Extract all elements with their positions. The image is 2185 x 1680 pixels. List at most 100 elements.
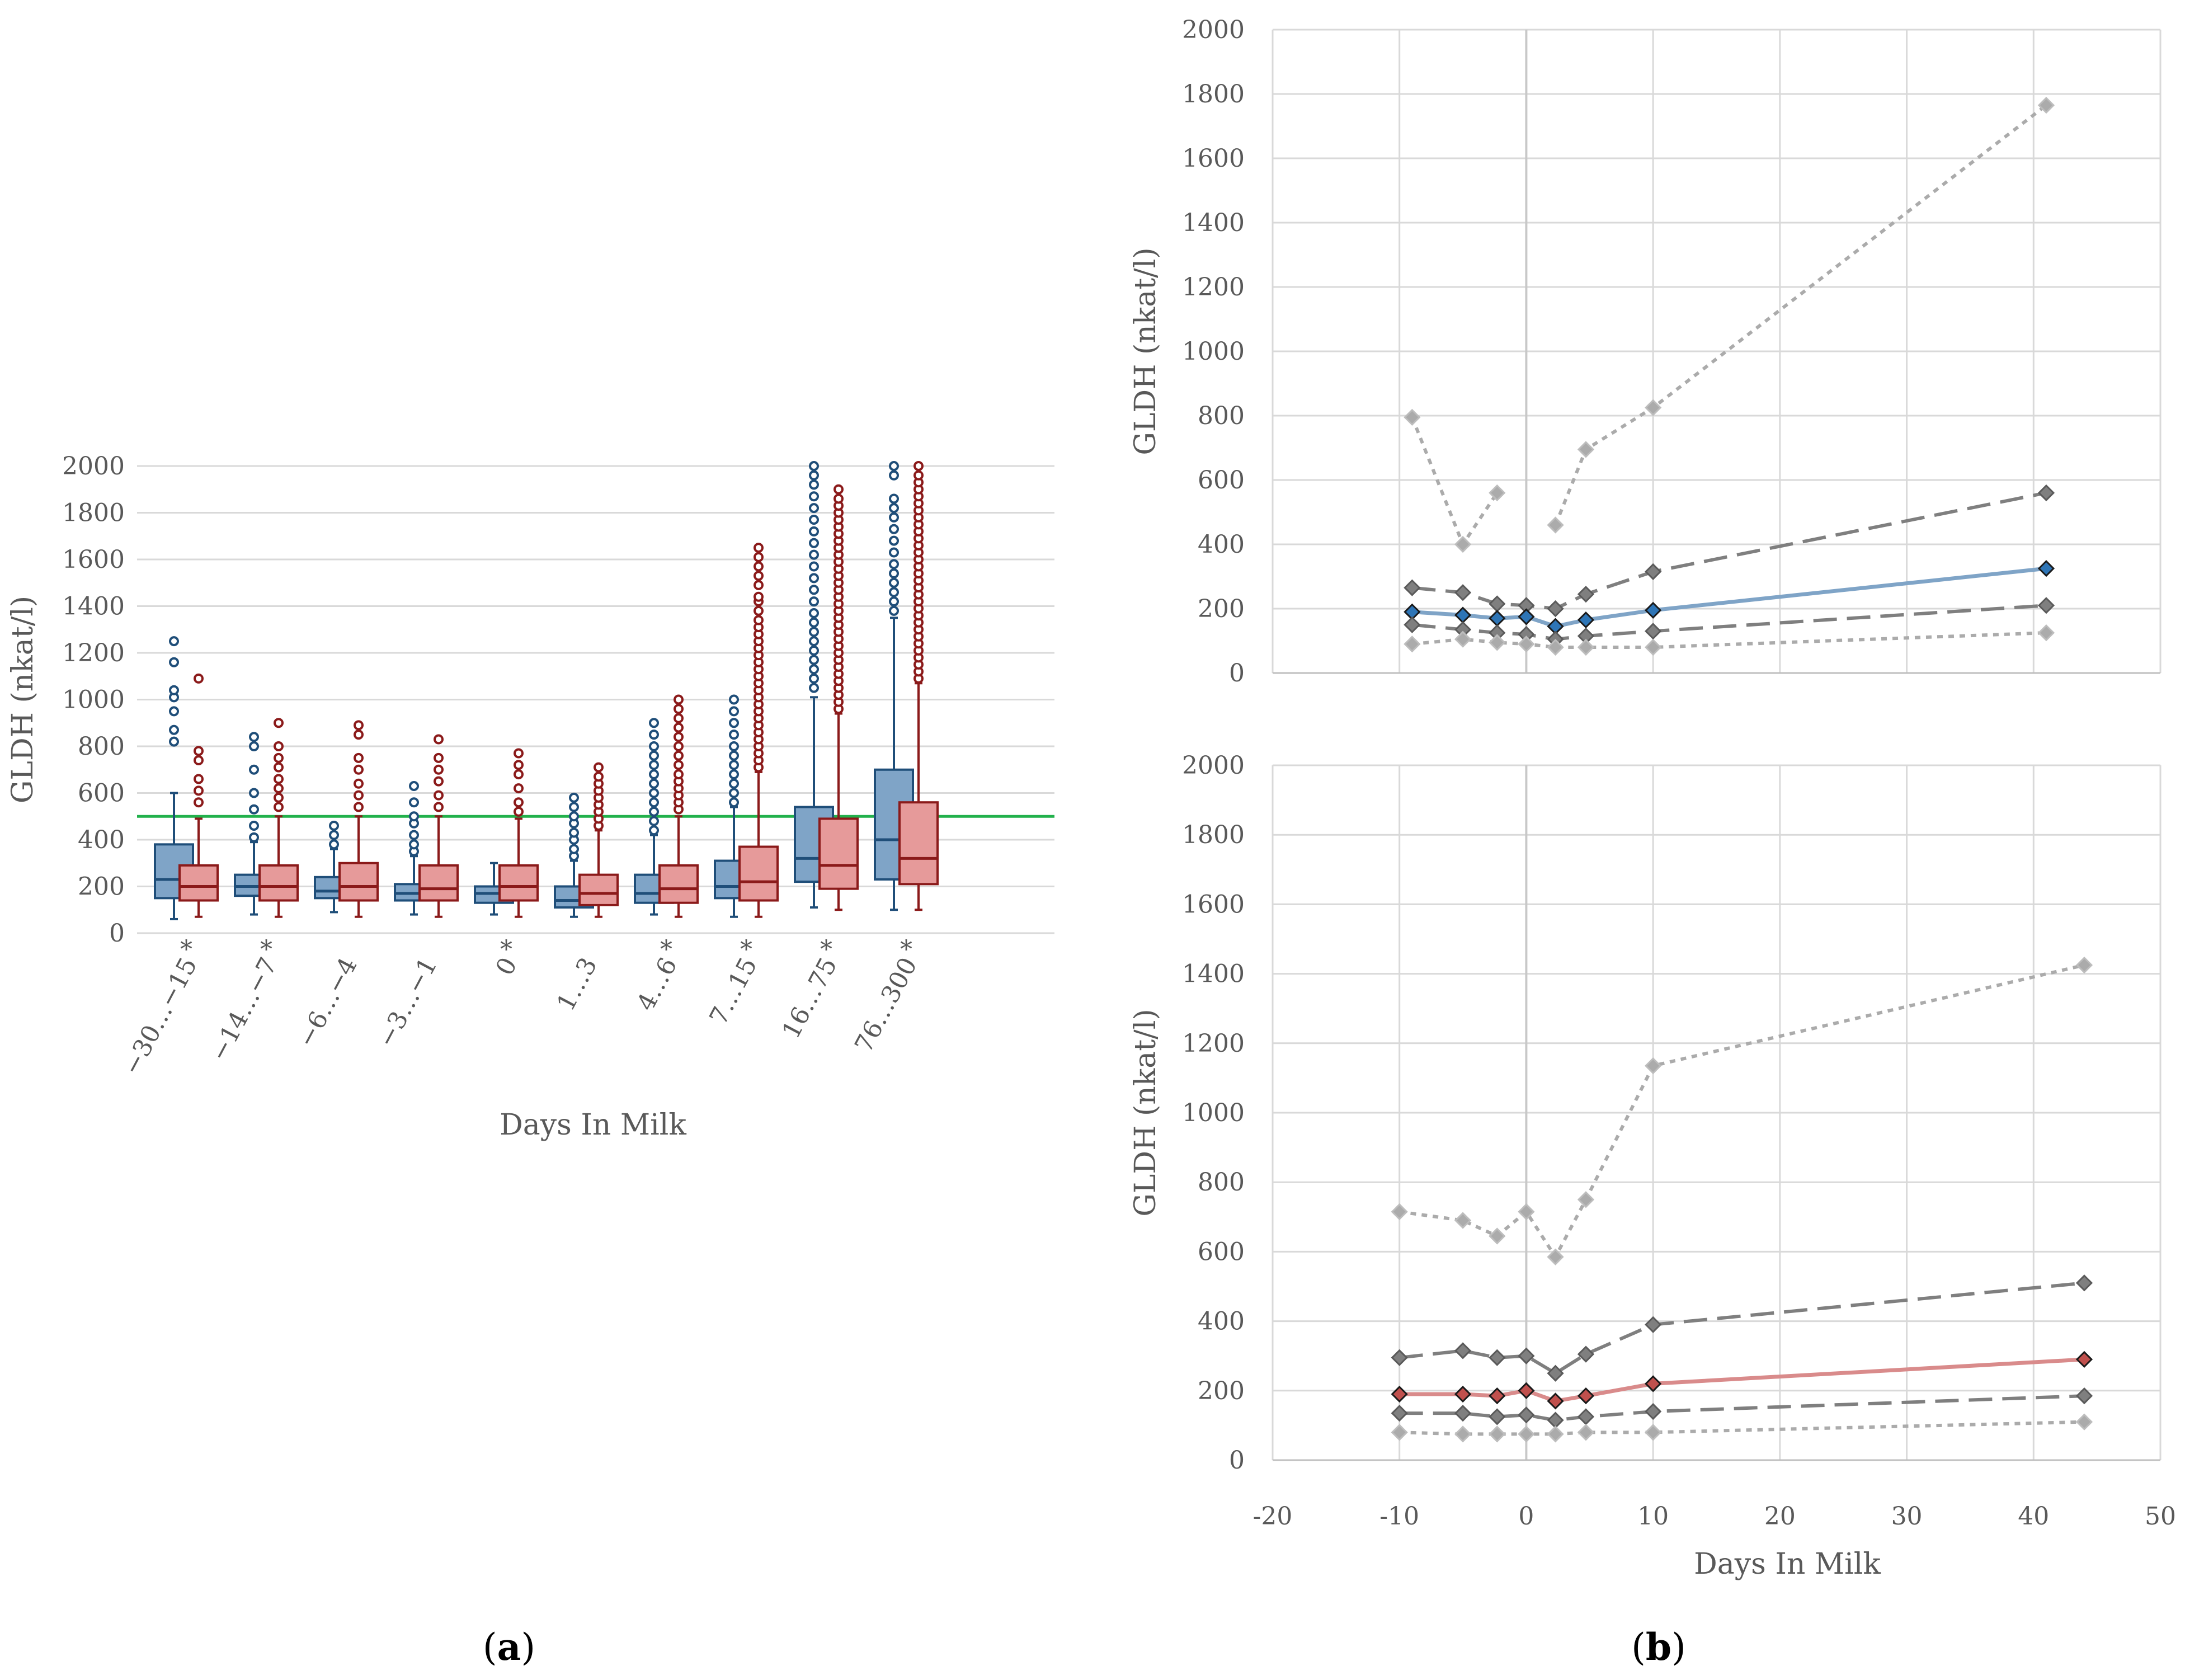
point-lower-inner [1489,1408,1506,1425]
box-red-5 [578,762,619,918]
x-tick-label-a: −3…−1 [372,953,443,1052]
point-median [1577,1387,1595,1405]
outlier-point [649,718,659,728]
outlier-point [514,748,524,759]
x-tick-label-a: 16…75 [776,953,842,1043]
outlier-point [889,503,899,514]
x-tick-label-a: 76…300 [849,953,922,1057]
series-line-lower-outer [1412,631,2047,649]
point-lower-outer [1489,634,1506,651]
box-red-2 [338,720,379,918]
y-tick-label-b: 200 [1198,595,1245,623]
x-tick-label-b: 40 [2018,1502,2049,1531]
outlier-point [194,673,204,684]
chart-b-top: 0 200 400 600 800 1000 1200 1400 1600 1800 2000 GLD… [1129,16,2162,688]
outlier-point [889,559,899,570]
outlier-point [274,774,284,784]
outlier-point [674,760,684,770]
point-upper-outer [1518,1203,1535,1221]
outlier-point [434,802,444,812]
y-tick-label-b: 800 [1198,402,1245,430]
point-median [1391,1385,1408,1403]
y-tick-label-b: 0 [1229,1446,1245,1475]
outlier-point [729,788,739,798]
outlier-point [889,493,899,504]
point-median [1577,611,1595,629]
x-tick-label-b: 20 [1764,1502,1796,1531]
box-red-6 [658,694,699,918]
x-tick-label-b: -20 [1253,1502,1293,1531]
outlier-point [649,816,659,826]
outlier-point [249,788,259,798]
panel-label-a-letter: a [497,1625,521,1669]
outlier-point [649,778,659,789]
point-upper-outer [1577,1191,1595,1208]
panel-label-b: (b) [1631,1625,1686,1669]
outlier-point [514,806,524,817]
outlier-point [514,797,524,808]
outlier-point [594,762,604,773]
box-red-9 [898,461,939,911]
box-red-8 [818,484,859,911]
y-tick-label-b: 400 [1198,1307,1245,1336]
outlier-point [649,730,659,740]
outlier-point [889,470,899,481]
outlier-point [194,785,204,796]
series-line-upper-inner [1412,491,2047,611]
point-lower-outer [1645,638,1662,656]
point-lower-inner [1454,1405,1472,1422]
outlier-point [729,769,739,780]
point-lower-inner [1518,1406,1535,1424]
outlier-point [249,804,259,815]
box-iqr [258,864,299,902]
outlier-point [434,764,444,775]
outlier-point [409,811,419,822]
chart-a: 0200400600800100012001400160018002000*−3… [6,452,1054,1142]
point-upper-inner [1547,1364,1564,1382]
series-line-upper-outer [1399,963,2085,1260]
outlier-point [809,538,819,548]
outlier-point [649,825,659,836]
point-upper-inner [1489,1349,1506,1366]
point-lower-outer [1518,636,1535,653]
outlier-point [889,535,899,546]
x-tick-label-b: 0 [1518,1502,1534,1531]
y-tick-label-a: 2000 [62,452,125,481]
outlier-point [809,683,819,693]
point-upper-outer [1547,516,1564,534]
box-iqr [738,845,779,902]
point-lower-inner [1391,1405,1408,1422]
box-blue-0 [154,636,194,920]
point-median [1645,1375,1662,1392]
outlier-point [729,730,739,740]
outlier-point [194,746,204,756]
y-axis-label-a: GLDH (nkat/l) [6,596,40,803]
outlier-point [754,561,764,572]
series-line-median [1412,566,2047,629]
box-red-0 [178,673,219,918]
significance-marker: * [900,935,912,964]
point-upper-inner [1577,1345,1595,1363]
outlier-point [194,797,204,808]
y-tick-label-b: 1000 [1182,337,1245,366]
box-iqr [578,873,619,906]
point-upper-outer [1577,441,1595,458]
outlier-point [889,577,899,588]
outlier-point [569,811,579,822]
y-tick-label-b: 1400 [1182,209,1245,237]
y-tick-label-a: 1800 [62,499,125,528]
outlier-point [329,820,339,831]
outlier-point [514,783,524,794]
outlier-point [889,596,899,607]
y-tick-label-a: 800 [78,732,125,761]
point-upper-inner [1645,1316,1662,1333]
y-tick-label-b: 200 [1198,1377,1245,1405]
y-tick-label-a: 1600 [62,545,125,574]
point-lower-outer [1518,1425,1535,1443]
panel-label-a: (a) [483,1625,535,1669]
outlier-point [674,694,684,705]
point-median [1518,1382,1535,1399]
point-upper-outer [2037,97,2055,114]
outlier-point [809,627,819,637]
outlier-point [889,568,899,579]
